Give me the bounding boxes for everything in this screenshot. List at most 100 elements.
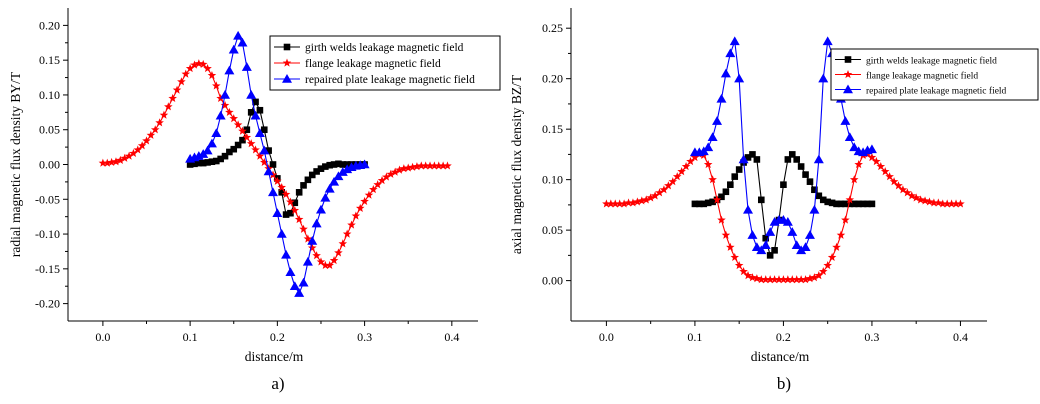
- data-point: [868, 200, 876, 208]
- data-point: [339, 161, 347, 168]
- legend-label: repaired plate leakage magnetic field: [866, 86, 1007, 97]
- data-point: [225, 107, 234, 116]
- data-point: [355, 203, 365, 212]
- data-point: [337, 167, 348, 176]
- x-axis-label: distance/m: [245, 349, 304, 364]
- data-point: [765, 227, 776, 236]
- data-point: [321, 260, 330, 269]
- data-point: [215, 110, 226, 120]
- legend-label: girth welds leakage magnetic field: [305, 42, 464, 54]
- data-point: [805, 274, 815, 283]
- data-point: [712, 195, 722, 204]
- x-tick-label: 0.2: [270, 330, 285, 344]
- data-point: [295, 189, 303, 196]
- legend-marker: [843, 70, 853, 79]
- data-point: [818, 73, 829, 83]
- data-point: [748, 273, 757, 282]
- data-point: [287, 209, 294, 217]
- data-point: [282, 211, 290, 218]
- data-point: [894, 181, 903, 190]
- data-point: [172, 85, 182, 94]
- data-point: [938, 199, 948, 208]
- y-tick-label: 0.10: [39, 88, 60, 102]
- data-point: [202, 145, 213, 155]
- data-point: [929, 198, 939, 207]
- data-point: [802, 171, 809, 178]
- data-point: [704, 199, 712, 207]
- legend-marker: [283, 43, 291, 51]
- data-point: [809, 204, 820, 214]
- x-tick-label: 0.0: [95, 330, 110, 344]
- data-point: [269, 161, 277, 168]
- data-point: [610, 199, 620, 208]
- data-point: [322, 163, 329, 170]
- data-point: [252, 98, 259, 106]
- data-point: [326, 161, 334, 169]
- data-point: [329, 176, 340, 186]
- data-point: [294, 288, 305, 297]
- data-point: [212, 157, 220, 165]
- data-point: [417, 161, 426, 170]
- data-point: [762, 234, 770, 242]
- data-point: [735, 166, 743, 173]
- data-point: [872, 156, 881, 166]
- data-point: [800, 242, 811, 252]
- data-point: [278, 189, 286, 196]
- data-point: [681, 162, 691, 171]
- x-tick-label: 0.1: [687, 330, 702, 344]
- data-point: [624, 198, 633, 207]
- data-point: [255, 151, 265, 160]
- data-point: [815, 192, 823, 200]
- data-point: [743, 204, 754, 214]
- data-point: [806, 178, 814, 185]
- data-point: [716, 93, 727, 103]
- data-point: [124, 151, 134, 160]
- data-point: [185, 64, 195, 73]
- legend: girth welds leakage magnetic field flange…: [269, 35, 501, 91]
- data-point: [364, 190, 374, 199]
- series-square: [186, 98, 368, 218]
- data-point: [347, 220, 356, 229]
- data-point: [228, 44, 239, 54]
- data-point: [276, 229, 287, 238]
- data-point: [199, 159, 207, 167]
- data-point: [434, 161, 444, 170]
- data-point: [246, 139, 256, 148]
- data-point: [819, 196, 827, 204]
- y-tick-label: 0.15: [39, 53, 60, 67]
- chart-panel-b: 0.0 0.1 0.2 0.3 0.4 0.00 0.05 0.10 0.15 0.20 0.25 d…: [509, 8, 1039, 393]
- data-point: [757, 196, 765, 204]
- data-point: [792, 275, 801, 284]
- data-point: [602, 199, 611, 208]
- data-point: [907, 191, 917, 200]
- data-point: [206, 138, 217, 148]
- data-point: [325, 260, 334, 269]
- y-tick-label: 0.05: [542, 223, 563, 237]
- data-point: [251, 145, 260, 154]
- x-tick-label: 0.3: [864, 330, 879, 344]
- data-point: [316, 257, 326, 266]
- y-tick-label: 0.15: [542, 122, 563, 136]
- data-point: [787, 227, 798, 236]
- data-point: [780, 181, 787, 188]
- data-point: [672, 172, 682, 181]
- data-point: [947, 199, 956, 208]
- data-point: [290, 205, 300, 215]
- data-point: [837, 200, 845, 208]
- data-point: [813, 154, 824, 164]
- data-point: [291, 199, 299, 207]
- x-tick-label: 0.3: [357, 330, 372, 344]
- data-point: [234, 141, 242, 149]
- data-point: [207, 70, 217, 80]
- data-point: [836, 230, 846, 239]
- data-point: [129, 148, 138, 158]
- y-tick-label: 0.00: [39, 158, 60, 172]
- data-point: [208, 158, 216, 166]
- data-point: [738, 154, 749, 164]
- data-point: [721, 230, 731, 239]
- panel-label: b): [777, 374, 791, 393]
- data-point: [168, 93, 177, 103]
- data-point: [256, 106, 264, 114]
- data-point: [412, 162, 422, 171]
